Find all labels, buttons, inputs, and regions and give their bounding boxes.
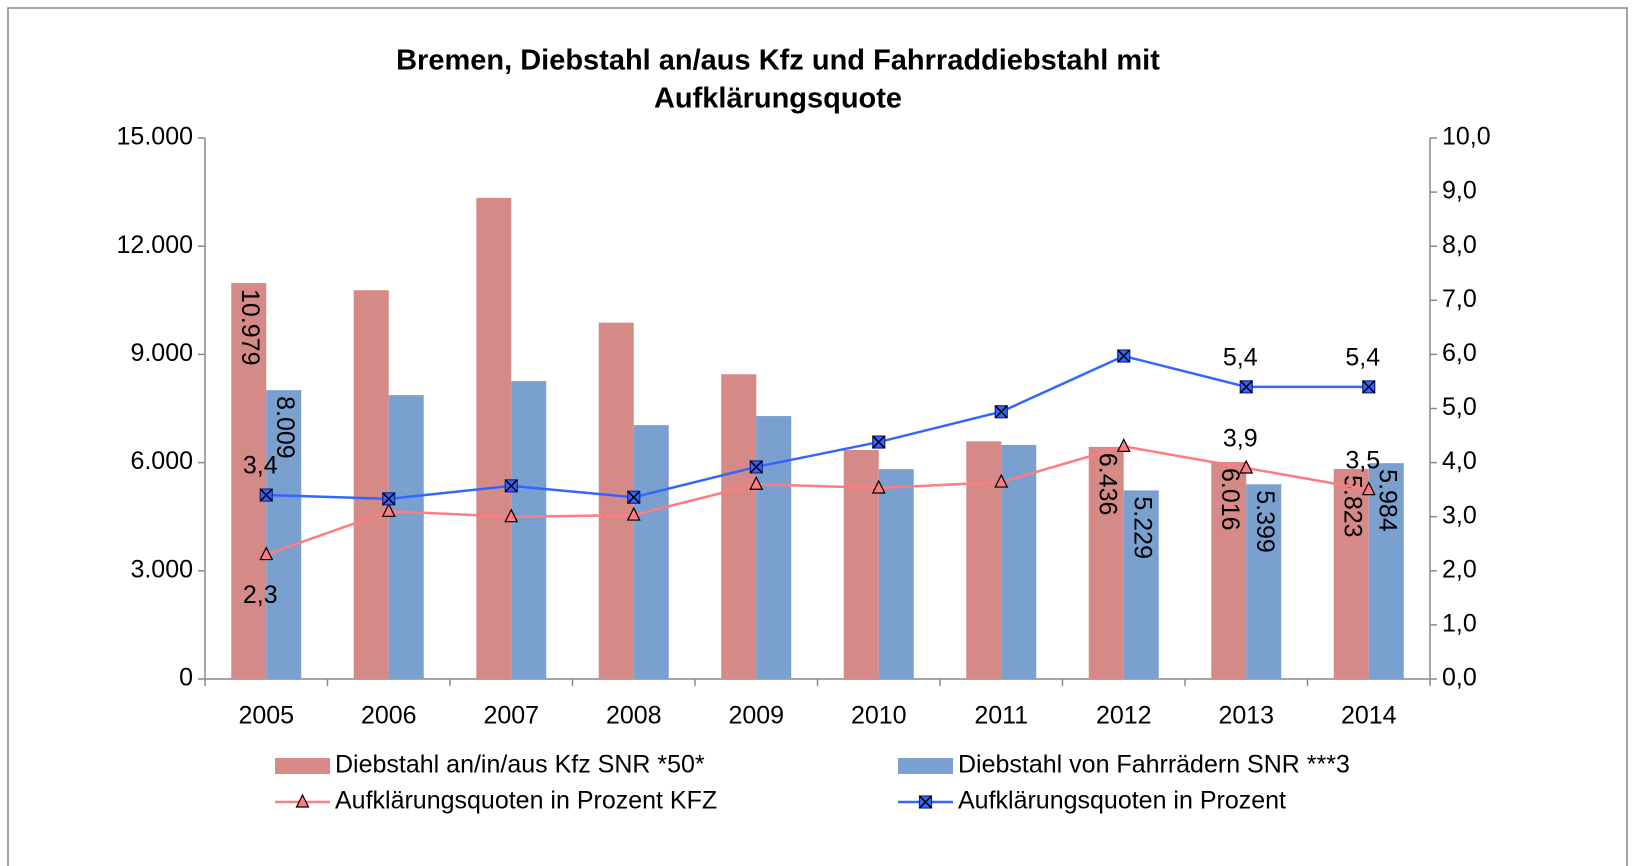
data-label: 5,4 [1345,343,1380,371]
legend-swatch [898,758,953,774]
bar [721,374,757,679]
marker [626,506,641,521]
marker-cross [1117,349,1131,363]
bar [1368,463,1404,679]
bar [476,197,512,679]
y2-tick-label: 0,0 [1442,664,1477,692]
marker-cross [872,435,886,449]
marker [994,473,1009,488]
marker [259,546,274,561]
x-tick-label: 2011 [974,702,1028,730]
y-tick-label: 0 [179,664,193,692]
chart-title: Aufklärungsquote [654,83,902,115]
y2-tick-label: 4,0 [1442,447,1477,475]
y2-tick-label: 8,0 [1442,231,1477,259]
x-tick-label: 2006 [361,702,417,730]
bar [388,395,424,679]
bar [966,441,1002,679]
marker-cross [994,405,1008,419]
y2-tick-label: 7,0 [1442,285,1477,313]
marker-cross [749,460,763,474]
chart-title: Bremen, Diebstahl an/aus Kfz und Fahrrad… [396,45,1160,77]
marker-cross [504,479,518,493]
bar [756,416,792,679]
line [265,445,1369,556]
y2-tick-label: 6,0 [1442,339,1477,367]
line [266,354,1369,501]
y-tick-label: 6.000 [130,447,193,475]
marker [381,502,396,517]
marker-cross [382,492,396,506]
marker [1116,438,1131,452]
legend-label: Diebstahl von Fahrrädern SNR ***3 [958,751,1350,779]
data-label: 10.979 [236,289,264,365]
marker-cross [259,488,273,502]
marker [504,508,519,523]
y-tick-label: 3.000 [130,555,193,583]
legend-label: Aufklärungsquoten in Prozent KFZ [335,787,717,815]
y2-tick-label: 9,0 [1442,177,1477,205]
y2-tick-label: 3,0 [1442,501,1477,529]
x-tick-label: 2013 [1218,702,1274,730]
marker-cross [627,490,641,504]
x-tick-label: 2005 [238,702,294,730]
legend-marker [295,793,310,808]
data-label: 5.229 [1129,496,1157,559]
bar [1088,446,1124,679]
data-label: 8.009 [271,396,299,459]
legend-label: Aufklärungsquoten in Prozent [958,787,1286,815]
data-label: 6.016 [1216,468,1244,531]
legend-marker [918,795,933,809]
bar [1001,444,1037,679]
bar [511,381,547,679]
y-tick-label: 9.000 [130,339,193,367]
bar [843,449,879,679]
data-label: 3,5 [1345,446,1380,474]
bar [1246,484,1282,679]
y-tick-label: 15.000 [117,123,193,151]
data-label: 6.436 [1094,453,1122,516]
y2-tick-label: 1,0 [1442,610,1477,638]
x-tick-label: 2012 [1096,702,1152,730]
x-tick-label: 2014 [1341,702,1397,730]
data-label: 2,3 [243,581,278,609]
legend-swatch [275,758,330,774]
marker-cross [1239,380,1253,394]
x-tick-label: 2007 [483,702,539,730]
data-label: 5.399 [1251,490,1279,553]
y2-tick-label: 10,0 [1442,123,1491,151]
bar [1211,462,1247,679]
x-tick-label: 2008 [606,702,662,730]
y2-tick-label: 5,0 [1442,393,1477,421]
marker-cross [1362,380,1376,394]
bar [633,425,669,679]
bar [231,283,267,679]
marker [749,475,764,490]
data-label: 5,4 [1223,343,1258,371]
data-label: 5.984 [1374,469,1402,532]
legend-label: Diebstahl an/in/aus Kfz SNR *50* [335,751,705,779]
bar [1333,468,1369,679]
y2-tick-label: 2,0 [1442,555,1477,583]
bar [266,390,302,679]
x-tick-label: 2009 [728,702,784,730]
marker [871,479,886,494]
y-tick-label: 12.000 [117,231,193,259]
data-label: 3,9 [1223,425,1258,453]
marker [1361,481,1376,496]
x-tick-label: 2010 [851,702,907,730]
bar [1123,490,1159,679]
bar [878,469,914,679]
data-label: 3,4 [243,452,278,480]
bar [353,290,389,679]
marker [1239,459,1254,474]
